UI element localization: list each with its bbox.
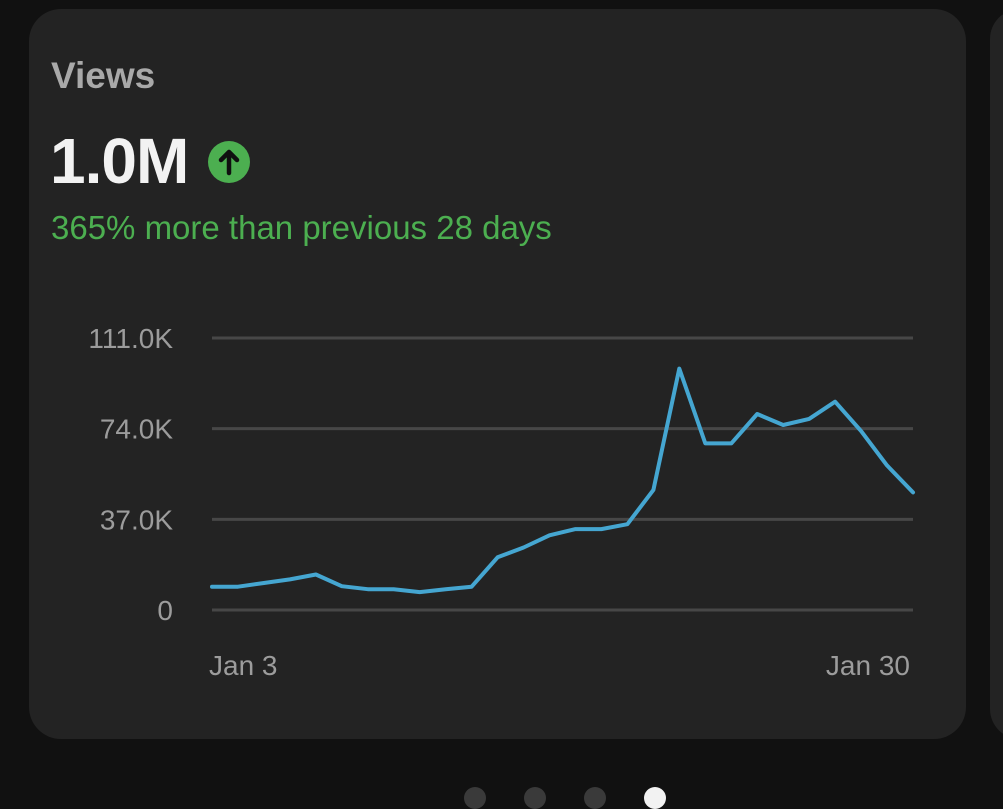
page-dot[interactable] [584, 787, 606, 809]
metric-row: 1.0M [50, 124, 251, 198]
x-tick-label: Jan 30 [826, 650, 910, 681]
y-tick-label: 74.0K [100, 414, 173, 445]
page-dot[interactable] [464, 787, 486, 809]
y-tick-label: 0 [157, 595, 173, 626]
views-series-line [210, 366, 915, 595]
comparison-text: 365% more than previous 28 days [51, 209, 552, 246]
x-tick-label: Jan 3 [209, 650, 278, 681]
page-dot[interactable] [524, 787, 546, 809]
next-card-peek[interactable] [990, 9, 1003, 739]
views-card[interactable] [29, 9, 966, 739]
page-dot[interactable] [644, 787, 666, 809]
card-title: Views [51, 55, 156, 96]
arrow-up-icon [208, 141, 251, 183]
y-tick-label: 37.0K [100, 504, 173, 535]
y-tick-label: 111.0K [88, 323, 173, 354]
metric-value: 1.0M [50, 125, 189, 197]
